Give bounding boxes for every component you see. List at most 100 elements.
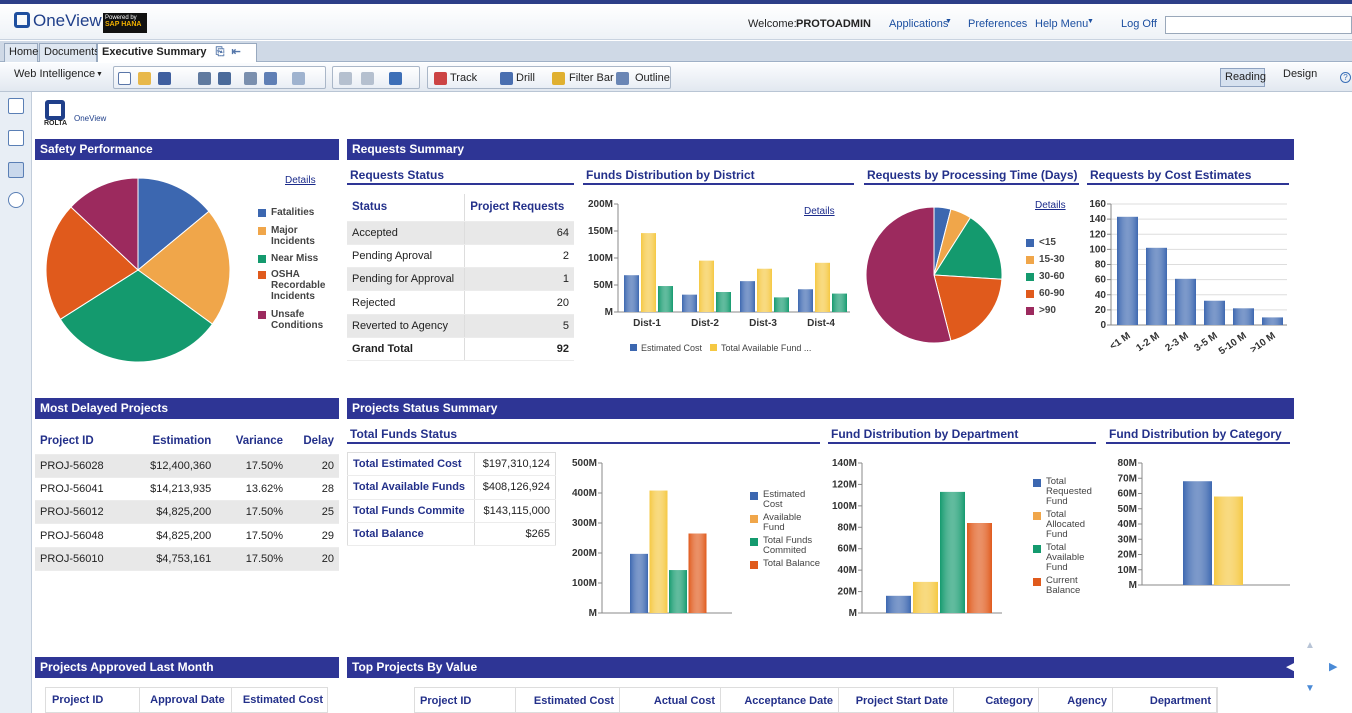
top-projects-header: Top Projects By Value bbox=[347, 657, 1294, 678]
requests-status-table: Status Project Requests Accepted 64 Pendin… bbox=[347, 194, 574, 362]
funds-status-title: Total Funds Status bbox=[347, 426, 820, 444]
y-tick-label: M bbox=[605, 307, 613, 318]
legend-swatch bbox=[750, 561, 758, 569]
table-row[interactable]: PROJ-56028 $12,400,360 17.50% 20 bbox=[35, 454, 339, 478]
table-row[interactable]: PROJ-56041 $14,213,935 13.62% 28 bbox=[35, 477, 339, 502]
find-icon[interactable] bbox=[218, 72, 231, 85]
username: PROTOADMIN bbox=[796, 18, 871, 30]
y-tick-label: M bbox=[849, 608, 857, 619]
approved-projects-table-header: Project ID Approval Date Estimated Cost bbox=[45, 687, 328, 713]
redo-icon[interactable] bbox=[361, 72, 374, 85]
scroll-right-icon[interactable]: ▶ bbox=[1329, 661, 1338, 673]
safety-details-link[interactable]: Details bbox=[285, 175, 316, 186]
col-status: Status bbox=[347, 194, 466, 222]
help-icon[interactable]: ? bbox=[1340, 72, 1351, 83]
top-projects-col: Acceptance Date bbox=[721, 688, 839, 712]
filter-bar-button[interactable]: Filter Bar bbox=[569, 72, 614, 84]
preferences-link[interactable]: Preferences bbox=[968, 18, 1028, 30]
project-id-cell: PROJ-56010 bbox=[35, 547, 128, 571]
tab-float-icon[interactable]: ⇤ bbox=[231, 46, 241, 58]
search-input[interactable] bbox=[1165, 16, 1352, 34]
sap-hana-badge: Powered by SAP HANA bbox=[103, 13, 147, 33]
bar-highlight bbox=[1233, 308, 1254, 325]
bar-highlight bbox=[716, 292, 731, 312]
export-icon[interactable] bbox=[264, 72, 277, 85]
col-project-id: Project ID bbox=[35, 428, 128, 455]
col-estimated-cost: Estimated Cost bbox=[242, 694, 323, 706]
variance-cell: 17.50% bbox=[216, 500, 289, 525]
print-icon[interactable] bbox=[198, 72, 211, 85]
scroll-down-icon[interactable]: ▼ bbox=[1305, 683, 1315, 694]
col-variance: Variance bbox=[216, 428, 289, 455]
delay-cell: 25 bbox=[288, 500, 339, 525]
bar-highlight bbox=[1146, 247, 1167, 325]
navigation-map-icon[interactable] bbox=[8, 130, 24, 146]
safety-pie-slice[interactable] bbox=[45, 206, 139, 320]
funds-district-details-link[interactable]: Details bbox=[804, 206, 835, 217]
safety-pie-slice[interactable] bbox=[137, 177, 210, 272]
safety-pie-slice[interactable] bbox=[59, 269, 214, 363]
undo-icon[interactable] bbox=[339, 72, 352, 85]
table-row[interactable]: PROJ-56048 $4,825,200 17.50% 29 bbox=[35, 523, 339, 548]
category-title: Fund Distribution by Category bbox=[1106, 426, 1290, 444]
y-tick-label: 20M bbox=[1118, 550, 1137, 561]
table-row[interactable]: PROJ-56010 $4,753,161 17.50% 20 bbox=[35, 547, 339, 571]
table-row: Reverted to Agency 5 bbox=[347, 314, 574, 338]
tab-bar: Home Documents Executive Summary ⎘ ⇤ ⊠ bbox=[0, 41, 1352, 75]
grand-total-label: Grand Total bbox=[347, 337, 466, 362]
new-document-icon[interactable] bbox=[118, 72, 131, 85]
y-tick-label: 140M bbox=[832, 458, 857, 469]
tab-pin-icon[interactable]: ⎘ bbox=[215, 46, 225, 58]
legend-label: Total Allocated Fund bbox=[1046, 509, 1086, 540]
legend-swatch bbox=[630, 344, 637, 351]
design-mode-button[interactable]: Design bbox=[1283, 68, 1318, 80]
open-folder-icon[interactable] bbox=[138, 72, 151, 85]
y-tick-label: 70M bbox=[1118, 473, 1137, 484]
panel-help-icon[interactable] bbox=[8, 192, 24, 208]
estimation-cell: $4,825,200 bbox=[127, 500, 217, 525]
y-tick-label: 40M bbox=[838, 565, 857, 576]
funds-value-cell: $197,310,124 bbox=[474, 452, 556, 477]
document-structure-icon[interactable] bbox=[8, 98, 24, 114]
y-tick-label: 100 bbox=[1089, 244, 1106, 255]
processing-details-link[interactable]: Details bbox=[1035, 200, 1066, 211]
save-icon[interactable] bbox=[158, 72, 171, 85]
legend-label: Total Available Fund bbox=[1046, 542, 1085, 573]
tab-executive-summary[interactable]: Executive Summary ⎘ ⇤ ⊠ bbox=[97, 43, 257, 75]
legend-swatch bbox=[258, 227, 266, 235]
refresh-icon[interactable] bbox=[389, 72, 402, 85]
mode-selector[interactable]: Web Intelligence bbox=[14, 68, 96, 80]
brand-bar: OneView Powered by SAP HANA Welcome: PRO… bbox=[0, 4, 1352, 40]
help-menu[interactable]: Help Menu bbox=[1035, 18, 1089, 30]
history-icon[interactable] bbox=[244, 72, 257, 85]
applications-menu[interactable]: Applications bbox=[889, 18, 949, 30]
safety-pie-slice[interactable] bbox=[137, 210, 231, 325]
projects-status-header: Projects Status Summary bbox=[347, 398, 1294, 419]
tab-documents[interactable]: Documents bbox=[39, 43, 100, 62]
email-icon[interactable] bbox=[292, 72, 305, 85]
reading-mode-button[interactable]: Reading bbox=[1220, 68, 1266, 87]
col-project-id: Project ID bbox=[46, 688, 141, 712]
legend-swatch bbox=[1033, 479, 1041, 487]
legend-label: OSHA Recordable Incidents bbox=[271, 269, 326, 302]
input-controls-icon[interactable] bbox=[8, 162, 24, 178]
safety-pie-slice[interactable] bbox=[70, 177, 139, 272]
bar-highlight bbox=[1183, 481, 1212, 585]
scroll-up-icon[interactable]: ▲ bbox=[1305, 640, 1315, 651]
delay-cell: 28 bbox=[288, 477, 339, 502]
top-projects-col: Category bbox=[954, 688, 1039, 712]
drill-button[interactable]: Drill bbox=[516, 72, 535, 84]
scroll-left-icon[interactable]: ◀ bbox=[1286, 661, 1295, 673]
bar-highlight bbox=[669, 570, 687, 613]
bar-highlight bbox=[774, 297, 789, 312]
tab-home[interactable]: Home bbox=[4, 43, 38, 62]
processing-pie-slice[interactable] bbox=[933, 274, 1003, 342]
logoff-link[interactable]: Log Off bbox=[1121, 18, 1157, 30]
processing-pie-slice[interactable] bbox=[933, 216, 1003, 280]
processing-pie-slice[interactable] bbox=[865, 206, 952, 344]
track-button[interactable]: Track bbox=[450, 72, 478, 84]
outline-button[interactable]: Outline bbox=[635, 72, 670, 84]
table-row: Rejected 20 bbox=[347, 290, 574, 315]
delayed-projects-table: Project ID Estimation Variance Delay PRO… bbox=[35, 428, 339, 571]
table-row[interactable]: PROJ-56012 $4,825,200 17.50% 25 bbox=[35, 500, 339, 525]
